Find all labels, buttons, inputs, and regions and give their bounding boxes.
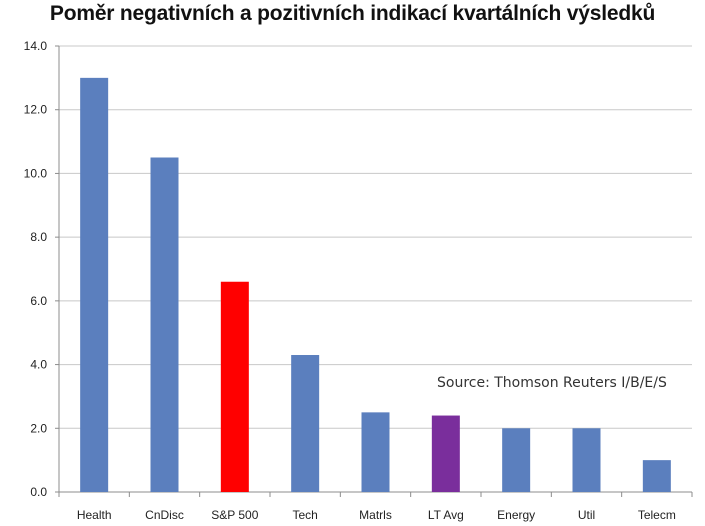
bar xyxy=(572,428,601,492)
y-tick-label: 2.0 xyxy=(30,421,47,435)
chart-title: Poměr negativních a pozitivních indikací… xyxy=(49,2,656,25)
x-tick-label: Telecm xyxy=(638,508,676,522)
bar xyxy=(291,355,320,492)
x-tick-label: LT Avg xyxy=(428,508,464,522)
x-tick-label: Util xyxy=(578,508,595,522)
bar xyxy=(642,460,671,492)
bar xyxy=(431,415,460,492)
y-tick-label: 0.0 xyxy=(30,485,47,499)
y-axis-ticks: 0.0 2.0 4.0 6.0 8.0 10.0 12.0 14.0 xyxy=(24,39,59,499)
x-tick-label: Matrls xyxy=(359,508,392,522)
bar xyxy=(80,77,109,492)
x-tick-label: S&P 500 xyxy=(211,508,258,522)
y-tick-label: 12.0 xyxy=(24,103,48,117)
source-annotation: Source: Thomson Reuters I/B/E/S xyxy=(437,375,667,391)
bars xyxy=(80,77,671,492)
bar xyxy=(502,428,531,492)
x-tick-label: Health xyxy=(77,508,112,522)
y-tick-label: 8.0 xyxy=(30,230,47,244)
x-tick-label: CnDisc xyxy=(145,508,184,522)
bar xyxy=(150,157,179,492)
x-tick-label: Tech xyxy=(292,508,317,522)
bar xyxy=(361,412,390,492)
y-tick-label: 6.0 xyxy=(30,294,47,308)
x-axis-ticks: Health CnDisc S&P 500 Tech Matrls LT Avg Energ… xyxy=(58,492,693,522)
y-tick-label: 4.0 xyxy=(30,358,47,372)
x-tick-label: Energy xyxy=(497,508,535,522)
bar xyxy=(220,281,249,492)
y-tick-label: 10.0 xyxy=(24,166,48,180)
y-tick-label: 14.0 xyxy=(24,39,48,53)
